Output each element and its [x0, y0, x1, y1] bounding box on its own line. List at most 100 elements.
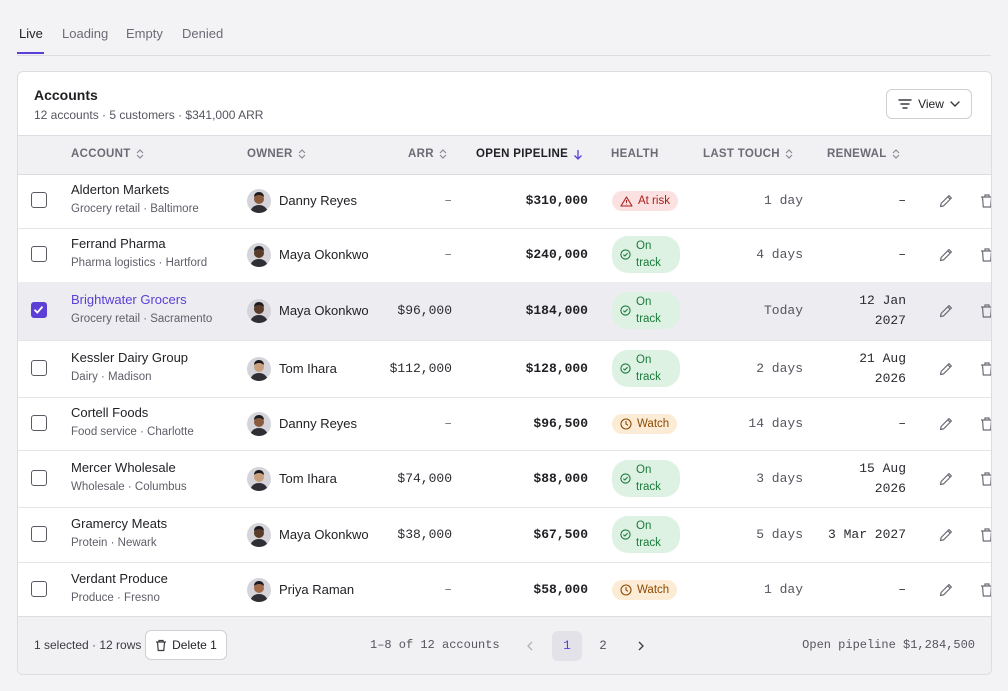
delete-row-button[interactable]: [979, 361, 991, 382]
table-row[interactable]: Brightwater Grocers Grocery retail · Sac…: [18, 282, 991, 341]
tab-live[interactable]: Live: [19, 26, 43, 41]
account-name[interactable]: Kessler Dairy Group: [71, 350, 189, 365]
column-header-account[interactable]: ACCOUNT: [71, 148, 144, 160]
arr-value: –: [444, 416, 452, 431]
edit-button[interactable]: [938, 247, 954, 268]
delete-row-button[interactable]: [979, 471, 991, 492]
row-checkbox[interactable]: [31, 302, 47, 318]
health-badge-on-track: On track: [612, 236, 680, 273]
health-label: Watch: [637, 584, 670, 596]
arr-value: $112,000: [389, 361, 452, 376]
row-checkbox[interactable]: [31, 360, 47, 376]
account-detail: Dairy · Madison: [71, 371, 152, 383]
delete-row-button[interactable]: [979, 247, 991, 268]
delete-row-button[interactable]: [979, 582, 991, 603]
account-name[interactable]: Brightwater Grocers: [71, 292, 187, 307]
table-row[interactable]: Cortell Foods Food service · Charlotte D…: [18, 397, 991, 451]
trash-icon: [156, 639, 167, 651]
health-label: On: [636, 239, 652, 252]
next-page-button[interactable]: [626, 631, 656, 661]
delete-selected-button[interactable]: Delete 1: [145, 630, 227, 660]
account-detail: Grocery retail · Sacramento: [71, 313, 213, 325]
row-checkbox[interactable]: [31, 192, 47, 208]
health-badge-watch: Watch: [612, 414, 678, 434]
last-touch-value: 1 day: [763, 193, 803, 208]
health-label: track: [636, 256, 661, 269]
trash-icon: [981, 417, 991, 431]
page-1-button[interactable]: 1: [552, 631, 582, 661]
edit-button[interactable]: [938, 582, 954, 603]
tab-empty[interactable]: Empty: [126, 26, 163, 41]
delete-row-button[interactable]: [979, 416, 991, 437]
last-touch-value: 5 days: [756, 527, 803, 542]
column-header-label: LAST TOUCH: [703, 148, 780, 160]
pipeline-value: $88,000: [533, 471, 588, 486]
pipeline-value: $184,000: [525, 303, 588, 318]
row-checkbox[interactable]: [31, 246, 47, 262]
account-detail: Wholesale · Columbus: [71, 481, 187, 493]
account-name[interactable]: Verdant Produce: [71, 571, 168, 586]
health-badge-on-track: On track: [612, 516, 680, 553]
delete-row-button[interactable]: [979, 193, 991, 214]
table-row[interactable]: Mercer Wholesale Wholesale · Columbus To…: [18, 450, 991, 508]
arr-value: $38,000: [397, 527, 452, 542]
last-touch-value: 3 days: [756, 471, 803, 486]
check-circle-icon: [620, 473, 631, 484]
column-header-label: ACCOUNT: [71, 148, 131, 160]
account-name[interactable]: Cortell Foods: [71, 405, 149, 420]
edit-button[interactable]: [938, 303, 954, 324]
table-row[interactable]: Verdant Produce Produce · Fresno Priya R…: [18, 562, 991, 618]
column-header-pipeline[interactable]: OPEN PIPELINE: [476, 148, 583, 160]
delete-row-button[interactable]: [979, 527, 991, 548]
edit-button[interactable]: [938, 416, 954, 437]
account-name[interactable]: Alderton Markets: [71, 182, 170, 197]
account-detail: Pharma logistics · Hartford: [71, 257, 208, 269]
renewal-date-line: 2027: [874, 313, 906, 328]
owner-name: Maya Okonkwo: [279, 527, 369, 542]
chevron-left-icon: [527, 641, 533, 651]
previous-page-button[interactable]: [515, 631, 545, 661]
pencil-icon: [939, 363, 952, 376]
column-header-renewal[interactable]: RENEWAL: [827, 148, 900, 160]
trash-icon: [981, 304, 991, 318]
page-2-button[interactable]: 2: [599, 639, 607, 653]
account-name[interactable]: Gramercy Meats: [71, 516, 168, 531]
table-row[interactable]: Alderton Markets Grocery retail · Baltim…: [18, 174, 991, 229]
sort-icon: [892, 149, 900, 159]
trash-icon: [981, 194, 991, 208]
account-detail: Produce · Fresno: [71, 592, 160, 604]
column-header-last-touch[interactable]: LAST TOUCH: [703, 148, 793, 160]
trash-icon: [981, 583, 991, 597]
edit-button[interactable]: [938, 193, 954, 214]
view-button[interactable]: View: [886, 89, 972, 119]
table-row[interactable]: Kessler Dairy Group Dairy · Madison Tom …: [18, 340, 991, 398]
last-touch-value: 14 days: [748, 416, 803, 431]
table-row[interactable]: Gramercy Meats Protein · Newark Maya Oko…: [18, 507, 991, 563]
edit-button[interactable]: [938, 361, 954, 382]
row-checkbox[interactable]: [31, 581, 47, 597]
account-detail: Protein · Newark: [71, 537, 157, 549]
account-name[interactable]: Mercer Wholesale: [71, 460, 176, 475]
tab-denied[interactable]: Denied: [182, 26, 224, 41]
row-checkbox[interactable]: [31, 415, 47, 431]
owner-name: Tom Ihara: [279, 471, 337, 486]
tab-loading[interactable]: Loading: [62, 26, 109, 41]
pipeline-value: $240,000: [525, 247, 588, 262]
row-checkbox[interactable]: [31, 526, 47, 542]
table-row[interactable]: Ferrand Pharma Pharma logistics · Hartfo…: [18, 228, 991, 283]
edit-button[interactable]: [938, 471, 954, 492]
edit-button[interactable]: [938, 527, 954, 548]
row-checkbox[interactable]: [31, 470, 47, 486]
check-circle-icon: [620, 363, 631, 374]
column-header-owner[interactable]: OWNER: [247, 148, 306, 160]
renewal-date: 3 Mar 2027: [827, 527, 906, 542]
delete-row-button[interactable]: [979, 303, 991, 324]
owner-avatar: [247, 189, 271, 213]
arr-value: –: [444, 193, 452, 208]
account-name[interactable]: Ferrand Pharma: [71, 236, 166, 251]
owner-avatar: [247, 578, 271, 602]
renewal-date: 15 Aug 2026: [859, 459, 906, 499]
column-header-label: RENEWAL: [827, 148, 887, 160]
column-header-arr[interactable]: ARR: [408, 148, 447, 160]
health-badge-on-track: On track: [612, 350, 680, 387]
